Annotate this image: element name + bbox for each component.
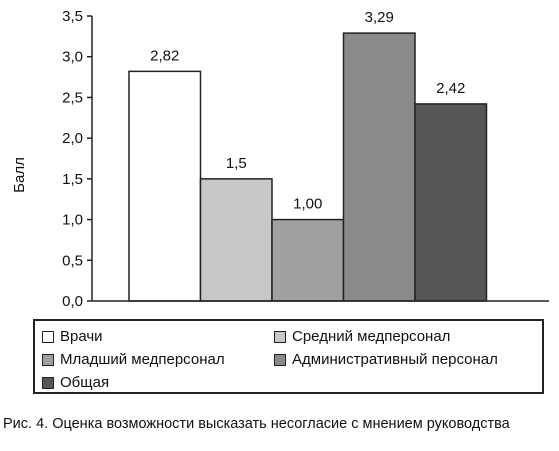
legend-swatch	[274, 330, 286, 343]
legend-label: Средний медперсонал	[292, 328, 451, 345]
y-tick-label: 0,5	[62, 252, 83, 269]
y-tick-label: 1,0	[62, 212, 83, 229]
legend-swatch	[274, 353, 286, 366]
legend-item: Средний медперсонал	[274, 328, 450, 345]
legend-label: Административный персонал	[292, 351, 498, 368]
legend-swatch	[42, 330, 54, 343]
legend-item: Общая	[42, 374, 109, 391]
legend-item: Младший медперсонал	[42, 351, 225, 368]
bar-value-label: 1,00	[293, 196, 322, 213]
y-tick-label: 2,0	[62, 130, 83, 147]
legend-swatch	[42, 353, 54, 366]
bar-1	[128, 70, 202, 302]
y-tick-label: 3,5	[62, 8, 83, 25]
y-tick-label: 3,0	[62, 49, 83, 66]
legend-swatch	[42, 376, 54, 389]
bar-4	[342, 32, 416, 302]
y-tick-label: 1,5	[62, 171, 83, 188]
legend-item: Врачи	[42, 328, 103, 345]
legend-label: Младший медперсонал	[60, 351, 225, 368]
bar-value-label: 2,42	[436, 80, 465, 97]
legend-label: Врачи	[60, 328, 103, 345]
figure-caption: Рис. 4. Оценка возможности высказать нес…	[3, 416, 510, 432]
value-labels: 2,82 1,5 1,00 3,29 2,42	[150, 9, 465, 212]
bar-3	[271, 218, 345, 302]
legend: Врачи Средний медперсонал Младший медперсо…	[33, 319, 544, 394]
bar-5	[414, 103, 488, 302]
y-axis-ticks: 0,0 0,5 1,0 1,5 2,0 2,5 3,0 3,5	[62, 8, 92, 310]
legend-label: Общая	[60, 374, 110, 391]
bar-value-label: 3,29	[365, 9, 394, 26]
bars	[128, 32, 488, 302]
bar-value-label: 2,82	[150, 47, 179, 64]
y-tick-label: 0,0	[62, 293, 83, 310]
legend-item: Административный персонал	[274, 351, 498, 368]
y-tick-label: 2,5	[62, 89, 83, 106]
y-axis-label: Балл	[11, 157, 28, 193]
bar-2	[199, 178, 273, 302]
bar-value-label: 1,5	[226, 155, 247, 172]
bar-chart: 0,0 0,5 1,0 1,5 2,0 2,5 3,0 3,5 2,82 1,5 1,00 3,29…	[11, 8, 549, 310]
